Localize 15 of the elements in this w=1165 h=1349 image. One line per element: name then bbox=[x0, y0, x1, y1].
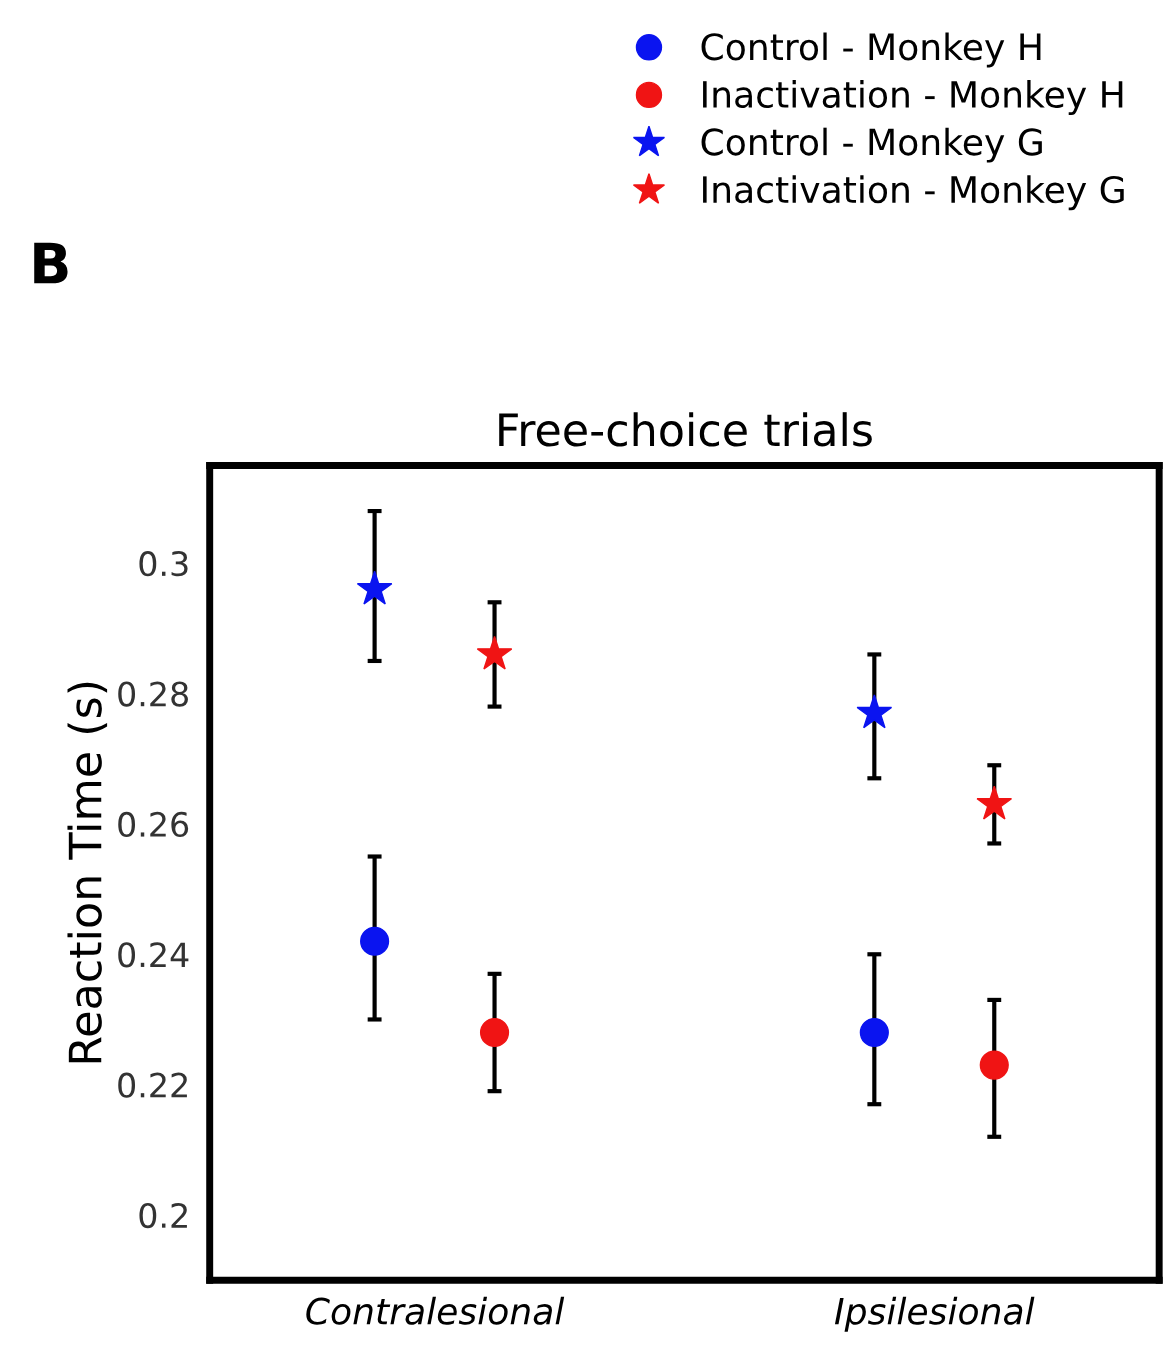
legend-label: Control - Monkey H bbox=[701, 32, 1041, 68]
legend-label: Control - Monkey G bbox=[701, 127, 1042, 163]
legend-label: Inactivation - Monkey H bbox=[703, 80, 1123, 116]
y-tick-label: 0.2 bbox=[139, 1202, 187, 1229]
chart-title: Free-choice trials bbox=[499, 412, 872, 447]
y-tick-label: 0.3 bbox=[139, 551, 188, 577]
text: B bbox=[34, 242, 68, 284]
y-axis-title: Reaction Time (s) bbox=[67, 682, 108, 1063]
y-tick-label: 0.26 bbox=[118, 811, 189, 838]
legend-label: Inactivation - Monkey G bbox=[703, 175, 1124, 211]
x-tick-label: Contralesional bbox=[306, 1296, 565, 1325]
x-tick-label: Ipsilesional bbox=[834, 1296, 1035, 1332]
y-tick-label: 0.22 bbox=[118, 1072, 187, 1098]
y-tick-label: 0.28 bbox=[118, 681, 188, 707]
y-tick-label: 0.24 bbox=[118, 942, 189, 968]
